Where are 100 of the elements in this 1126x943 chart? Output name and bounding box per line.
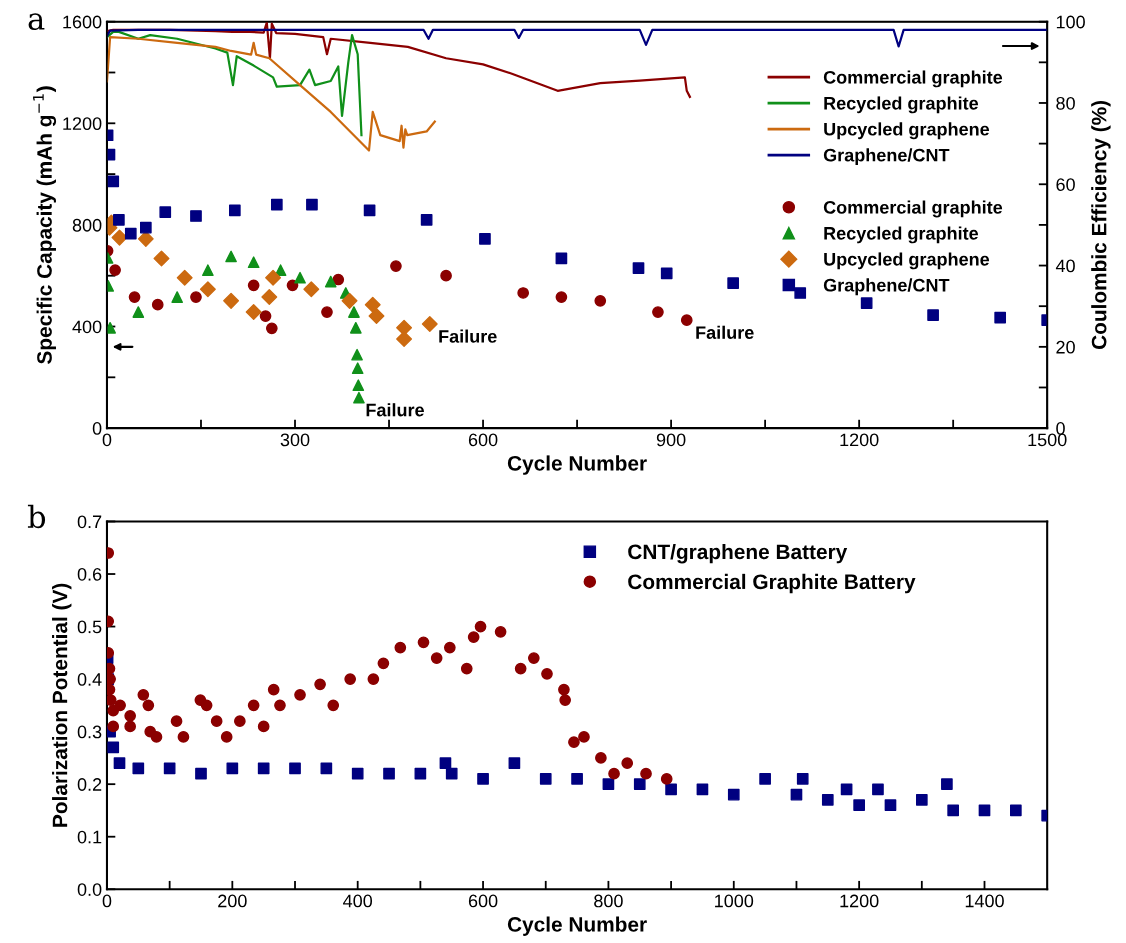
point [265,322,278,335]
point [163,762,176,775]
point [274,699,286,712]
point [539,773,552,785]
point [872,783,884,796]
point [420,213,433,226]
point [225,250,237,263]
point [821,794,834,806]
point [259,310,272,322]
y-tick-label: 0.0 [77,883,102,896]
point [320,762,333,775]
point [633,778,646,791]
point [171,291,184,303]
point [941,778,953,791]
point [306,198,318,211]
legend-label: Commercial graphite [823,70,1003,88]
point [479,233,491,245]
legend-label: Upcycled graphene [824,122,990,140]
point [443,641,456,654]
point [124,227,137,240]
point [294,689,306,701]
point [113,213,125,226]
point [261,289,278,306]
y-tick-label: 0.4 [77,673,102,686]
legend-label: Recycled graphite [824,96,979,114]
point [132,306,145,318]
y-tick-label: 1200 [63,117,102,131]
y-tick-label: 400 [72,320,102,334]
point [884,799,897,812]
point [257,762,270,775]
point [417,636,430,649]
point [396,319,413,336]
point [790,788,803,801]
point [267,683,280,696]
point [440,269,452,282]
point [265,269,282,286]
point [414,767,427,780]
point [494,625,507,638]
point [632,262,645,274]
y2-tick-label: 40 [1055,259,1075,273]
x-tick-label: 0 [102,433,112,447]
point [727,788,740,801]
point [367,673,380,685]
point [200,699,213,712]
point [170,715,183,727]
x-tick-label: 1000 [715,894,754,908]
point [349,321,362,334]
point [352,379,365,392]
y-tick-label: 0.5 [77,620,102,634]
legend-label: CNT/graphene Battery [628,543,848,564]
point [555,291,568,303]
annotation: Failure [439,329,497,343]
point [571,773,583,785]
point [559,694,572,706]
legend-label: Commercial Graphite Battery [628,573,916,594]
point [595,752,607,764]
y-tick-label: 0 [92,422,102,435]
y2-tick-label: 60 [1056,178,1075,191]
x-tick-label: 1400 [965,894,1004,908]
point [363,204,376,217]
point [421,315,438,332]
point [107,175,120,188]
point [439,757,452,770]
line-series [106,30,363,137]
point [294,271,306,284]
point [555,252,568,265]
point [124,720,137,733]
chart-title: b [27,504,46,529]
point [190,210,202,222]
y-axis-title: Polarization Potential (V) [52,583,72,827]
point [195,767,207,780]
legend-label: Graphene/CNT [823,278,950,296]
point [113,757,126,770]
point [652,306,664,318]
point [106,694,117,706]
point [286,279,299,292]
point [199,281,216,298]
y-tick-label: 1600 [63,15,102,29]
point [176,269,193,286]
point [142,699,155,712]
x-tick-label: 1200 [840,433,879,447]
point [915,794,928,806]
point [351,767,364,780]
point [460,662,473,675]
line-series [106,36,436,152]
point [390,260,402,272]
point [840,783,853,796]
point [368,308,385,325]
point [621,757,634,770]
point [137,689,150,701]
point [107,720,120,733]
point [245,304,262,321]
point [383,767,395,780]
y2-axis-title: Coulombic Efficiency (%) [1091,100,1111,350]
point [139,221,152,234]
point [321,306,333,318]
x-tick-label: 0 [102,894,112,908]
point [324,275,337,288]
y2-tick-label: 0 [1056,422,1065,435]
y-tick-label: 0.1 [77,830,102,844]
